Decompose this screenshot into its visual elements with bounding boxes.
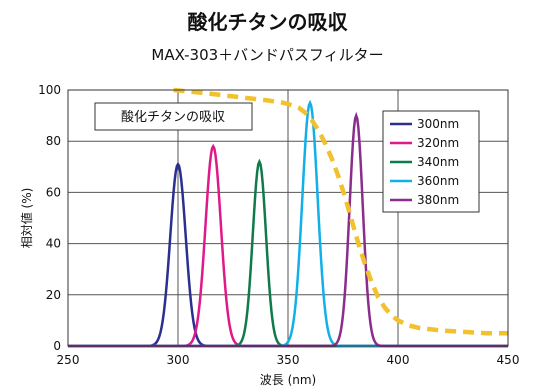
x-tick-label: 250	[57, 353, 80, 367]
annotation-label: 酸化チタンの吸収	[121, 110, 225, 125]
x-tick-label: 450	[497, 353, 520, 367]
legend-label-340nm: 340nm	[417, 155, 459, 169]
annotation-box: 酸化チタンの吸収	[94, 102, 253, 131]
chart-title: 酸化チタンの吸収	[187, 10, 348, 34]
y-tick-label: 100	[38, 83, 61, 97]
y-tick-label: 80	[46, 134, 61, 148]
y-tick-label: 0	[53, 339, 61, 353]
x-tick-label: 350	[277, 353, 300, 367]
y-tick-label: 20	[46, 288, 61, 302]
y-tick-label: 40	[46, 237, 61, 251]
x-tick-label: 400	[387, 353, 410, 367]
chart-subtitle: MAX-303＋バンドパスフィルター	[151, 46, 384, 64]
x-axis-label: 波長 (nm)	[260, 373, 316, 387]
legend-label-300nm: 300nm	[417, 117, 459, 131]
legend-label-320nm: 320nm	[417, 136, 459, 150]
x-tick-label: 300	[167, 353, 190, 367]
absorption-curve	[173, 87, 508, 336]
absorption-group	[173, 87, 508, 336]
plot-frame	[67, 89, 509, 347]
legend-label-360nm: 360nm	[417, 174, 459, 188]
tick-labels: 250 300 350 400 450 0 20 40 60 80 100	[38, 83, 519, 367]
y-axis-label: 相対値 (%)	[19, 188, 34, 249]
legend: 300nm 320nm 340nm 360nm 380nm	[382, 110, 480, 213]
legend-label-380nm: 380nm	[417, 193, 459, 207]
y-tick-label: 60	[46, 185, 61, 199]
